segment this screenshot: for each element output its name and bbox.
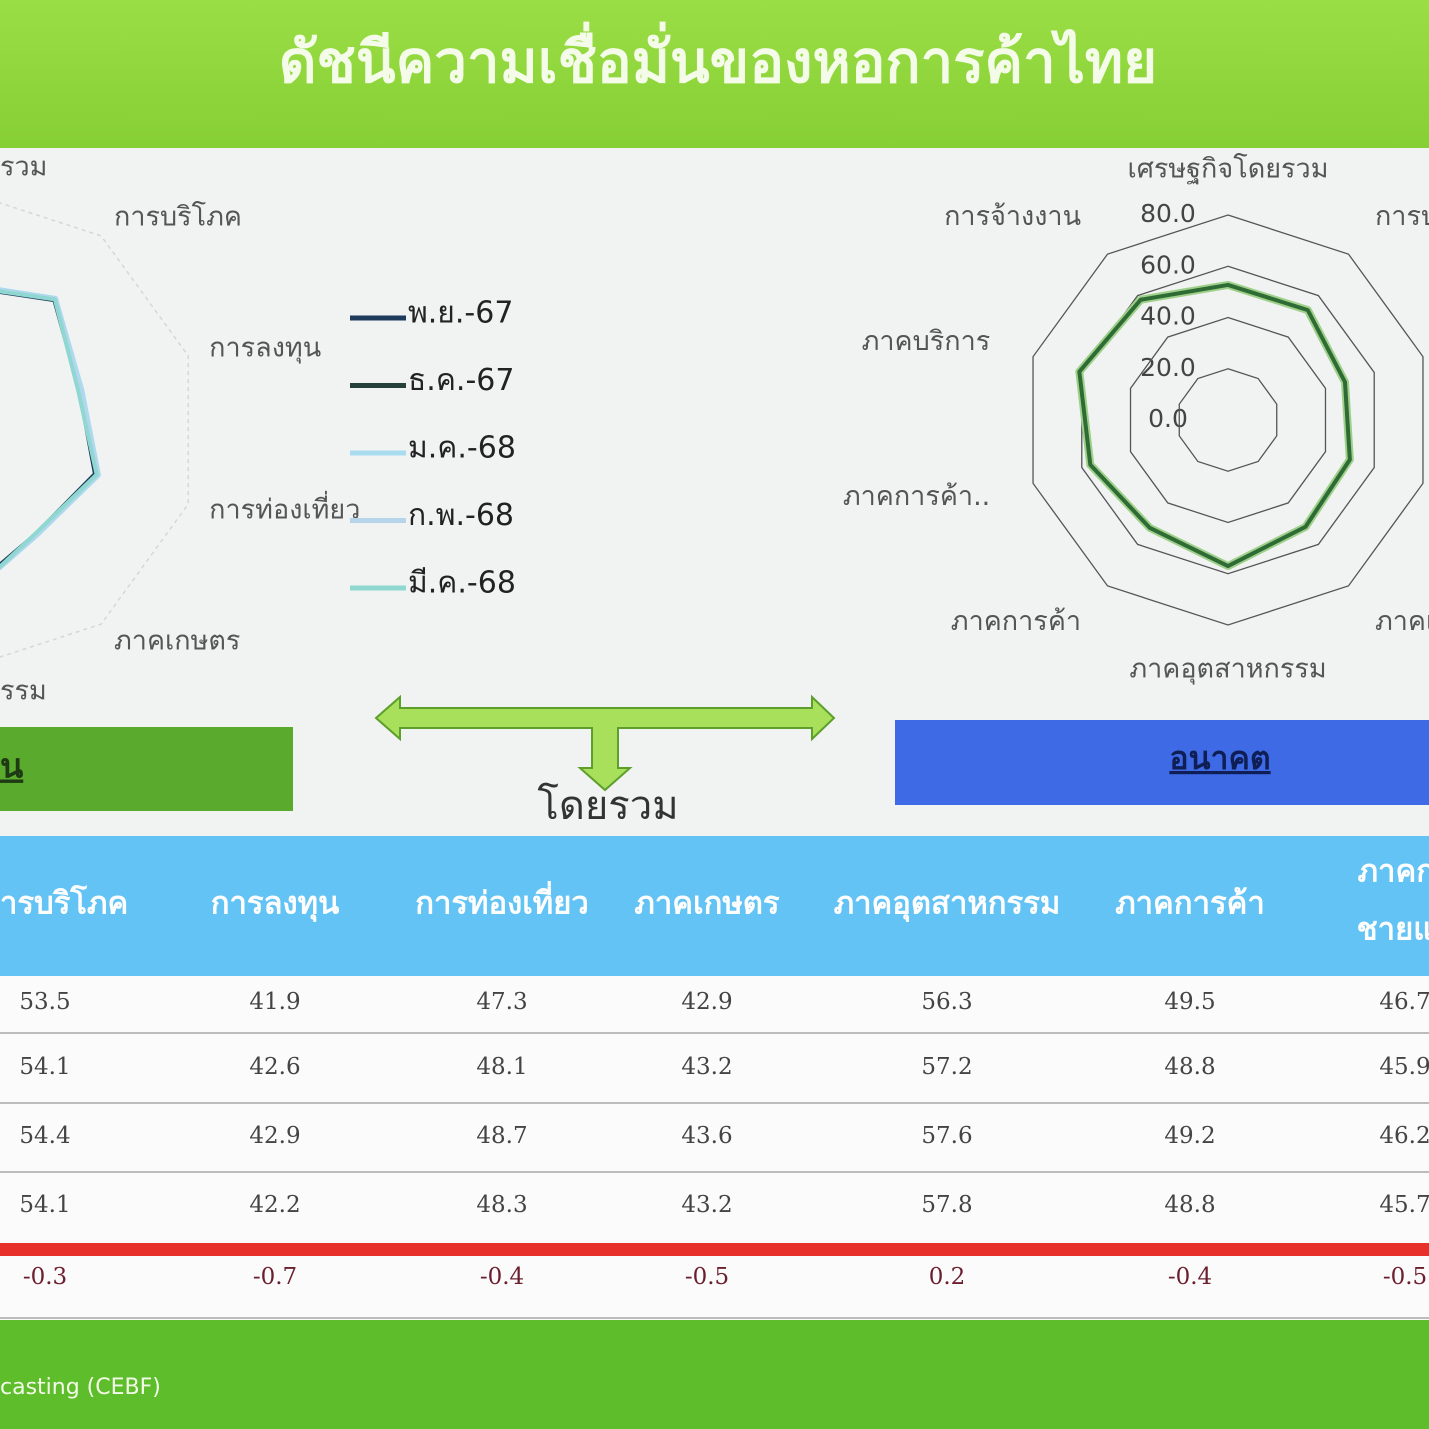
table-cell: 46.7 [1379, 989, 1429, 1015]
r-tick-label: 80.0 [1140, 199, 1196, 228]
table-cell: -0.5 [685, 1264, 729, 1290]
table-cell: 43.2 [681, 1192, 732, 1218]
table-cell: 54.1 [19, 1054, 70, 1080]
current-label: น [0, 747, 23, 787]
column-header: ชายแด [1357, 912, 1429, 948]
legend-label: พ.ย.-67 [408, 296, 513, 331]
table-cell: 46.2 [1379, 1123, 1429, 1149]
table-cell: 48.1 [476, 1054, 527, 1080]
table-cell: -0.4 [1168, 1264, 1212, 1290]
axis-label: รรม [0, 676, 47, 707]
legend-label: ก.พ.-68 [408, 498, 514, 533]
series-line [0, 289, 99, 570]
arrow [374, 694, 836, 792]
axis-label: ภาคการค้า [951, 606, 1081, 637]
table-cell: -0.3 [23, 1264, 67, 1290]
axis-label: การบริโภค [114, 202, 242, 233]
column-header: ภาคการค้า [1115, 886, 1265, 922]
legend-label: ม.ค.-68 [408, 431, 516, 466]
table-cell: 49.2 [1164, 1123, 1215, 1149]
column-header: การลงทุน [211, 886, 340, 923]
table-cell: 42.9 [681, 989, 732, 1015]
grid-ring [1178, 368, 1278, 472]
table-cell: 42.2 [249, 1192, 300, 1218]
table-cell: 54.4 [19, 1123, 70, 1149]
current-box [0, 727, 293, 811]
table-cell: 53.5 [19, 989, 70, 1015]
column-header: ภาคอุตสาหกรรม [834, 886, 1061, 923]
legend-label: มี.ค.-68 [408, 566, 516, 601]
column-header: การท่องเที่ยว [415, 881, 589, 922]
table-cell: 48.7 [476, 1123, 527, 1149]
table-cell: 41.9 [249, 989, 300, 1015]
r-tick-label: 20.0 [1140, 353, 1196, 382]
table-cell: 54.1 [19, 1192, 70, 1218]
axis-label: ภาคบริการ [862, 326, 991, 357]
separator-red [0, 1243, 1429, 1256]
r-tick-label: 0.0 [1148, 404, 1188, 433]
grid-ring [1129, 316, 1327, 524]
table-cell: 43.2 [681, 1054, 732, 1080]
table-cell: 48.8 [1164, 1054, 1215, 1080]
series-line [1077, 282, 1352, 569]
table-header-band [0, 836, 1429, 976]
axis-label: ภาคการค้า.. [843, 481, 990, 512]
table-cell: 57.8 [921, 1192, 972, 1218]
axis-label: ภาคเก [1375, 606, 1429, 637]
table-cell: 47.3 [476, 989, 527, 1015]
table-cell: 57.6 [921, 1123, 972, 1149]
r-tick-label: 40.0 [1140, 302, 1196, 331]
table-cell: -0.5 [1383, 1264, 1427, 1290]
axis-label: รวม [0, 152, 47, 183]
axis-label: การจ้างงาน [944, 201, 1081, 232]
table-cell: 48.8 [1164, 1192, 1215, 1218]
legend-label: ธ.ค.-67 [408, 363, 514, 398]
table-cell: 57.2 [921, 1054, 972, 1080]
table-cell: -0.4 [480, 1264, 524, 1290]
r-tick-label: 60.0 [1140, 250, 1196, 279]
footer-band [0, 1320, 1429, 1429]
table-cell: 45.7 [1379, 1192, 1429, 1218]
table-cell: 56.3 [921, 989, 972, 1015]
title: ดัชนีความเชื่อมั่นของหอการค้าไทย [279, 21, 1157, 96]
table-cell: 49.5 [1164, 989, 1215, 1015]
header-band [0, 0, 1429, 148]
axis-label: การท่องเที่ยว [209, 490, 360, 525]
axis-label: เศรษฐกิจโดยรวม [1127, 154, 1328, 185]
table-cell: 42.6 [249, 1054, 300, 1080]
table-cell: 45.9 [1379, 1054, 1429, 1080]
footer-text: casting (CEBF) [0, 1375, 161, 1400]
column-header: ภาคกา [1358, 854, 1429, 890]
axis-label: ภาคอุตสาหกรรม [1129, 654, 1326, 686]
future-label: อนาคต [1169, 739, 1270, 777]
table-cell: 43.6 [681, 1123, 732, 1149]
future-box [895, 720, 1429, 805]
axis-label: การบริ [1375, 201, 1429, 232]
table-cell: 48.3 [476, 1192, 527, 1218]
table-cell: 0.2 [929, 1264, 966, 1290]
column-header: ภาคเกษตร [634, 886, 780, 922]
axis-label: ภาคเกษตร [114, 625, 240, 656]
axis-label: การลงทุน [209, 333, 321, 365]
table-cell: 42.9 [249, 1123, 300, 1149]
table-cell: -0.7 [253, 1264, 297, 1290]
arrow-label: โดยรวม [537, 783, 678, 829]
column-header: ารบริโภค [0, 885, 128, 922]
grid-ring [1032, 214, 1424, 626]
